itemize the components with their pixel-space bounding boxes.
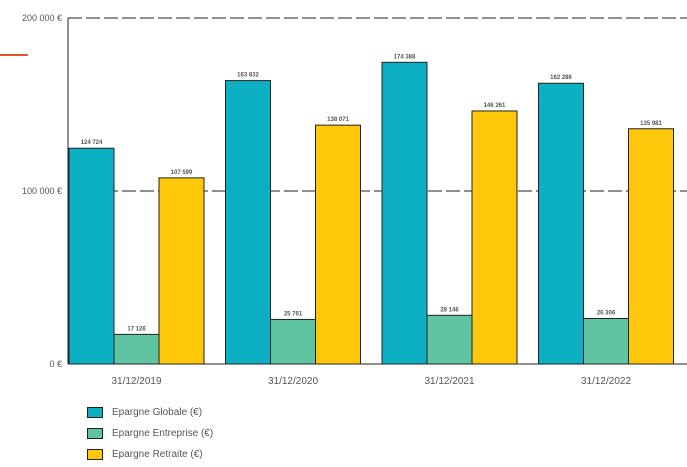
bar xyxy=(538,82,584,365)
legend-item-epargne-entreprise[interactable]: Epargne Entreprise (€) xyxy=(87,423,213,444)
legend-swatch-epargne-globale xyxy=(87,407,103,418)
bar xyxy=(225,80,271,365)
data-label: 146 261 xyxy=(484,103,506,109)
data-label: 17 126 xyxy=(127,326,146,332)
y-tick-label: 100 000 € xyxy=(22,186,62,196)
data-label: 124 724 xyxy=(81,140,103,146)
bar xyxy=(113,333,160,365)
legend-label: Epargne Retraite (€) xyxy=(112,449,203,460)
data-label: 174 388 xyxy=(394,54,416,60)
bar xyxy=(68,147,115,365)
bar xyxy=(471,110,518,365)
bar xyxy=(583,317,629,365)
x-tick-label: 31/12/2021 xyxy=(424,376,474,387)
y-tick-label: 200 000 € xyxy=(22,13,62,23)
grid-lines xyxy=(68,17,687,192)
data-label: 107 599 xyxy=(171,170,193,176)
data-label: 163 832 xyxy=(237,73,259,79)
legend-item-epargne-globale[interactable]: Epargne Globale (€) xyxy=(87,402,213,423)
bar xyxy=(381,61,428,365)
data-labels: 124 724 17 126 107 599 163 832 25 761 138 071… xyxy=(81,54,663,332)
x-tick-label: 31/12/2019 xyxy=(111,376,161,387)
data-label: 28 146 xyxy=(440,307,459,313)
axes: 0 € 100 000 € 200 000 € 31/12/2019 31/12/202… xyxy=(22,13,687,387)
bars xyxy=(68,61,674,365)
legend: Epargne Globale (€) Epargne Entreprise (… xyxy=(87,402,213,465)
bar xyxy=(158,177,205,365)
x-tick-label: 31/12/2020 xyxy=(268,376,318,387)
bar xyxy=(315,124,361,365)
x-tick-label: 31/12/2022 xyxy=(581,376,631,387)
legend-label: Epargne Globale (€) xyxy=(112,407,203,418)
legend-label: Epargne Entreprise (€) xyxy=(112,428,214,439)
legend-item-epargne-retraite[interactable]: Epargne Retraite (€) xyxy=(87,444,213,465)
bar xyxy=(628,128,674,365)
legend-swatch-epargne-entreprise xyxy=(87,428,103,439)
legend-swatch-epargne-retraite xyxy=(87,449,103,460)
data-label: 25 761 xyxy=(284,311,303,317)
bar xyxy=(426,314,473,365)
bar xyxy=(270,318,316,365)
y-tick-label: 0 € xyxy=(49,359,62,369)
data-label: 135 981 xyxy=(640,121,662,127)
data-label: 162 286 xyxy=(550,75,572,81)
data-label: 138 071 xyxy=(327,117,349,123)
data-label: 26 306 xyxy=(597,310,616,316)
